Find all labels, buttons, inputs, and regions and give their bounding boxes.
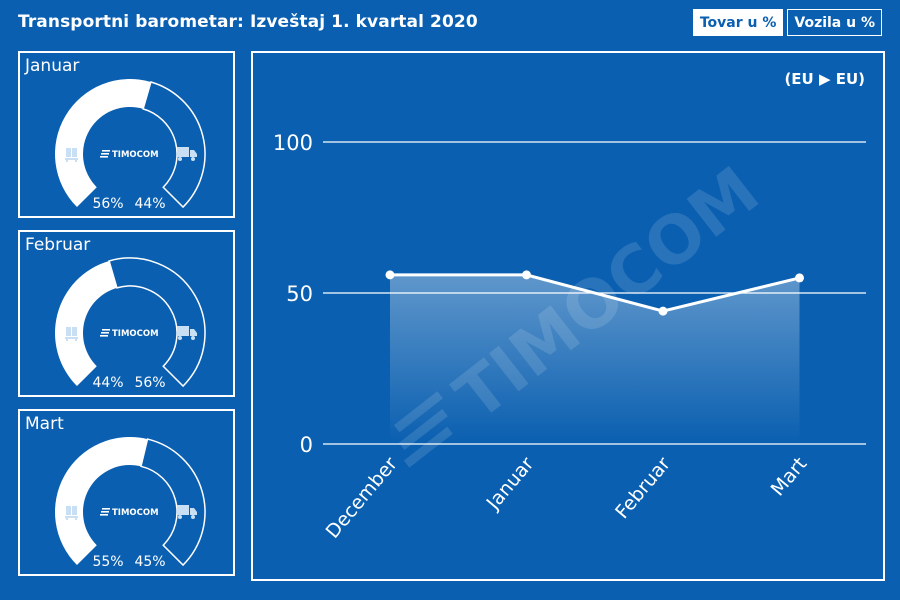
gauge-vehicle-percent: 56% (134, 375, 165, 391)
gauge-month-label: Mart (25, 414, 64, 434)
truck-icon (177, 505, 197, 519)
data-point (522, 270, 531, 280)
gauge-vehicle-segment (142, 81, 206, 209)
timocom-logo: TIMOCOM (100, 150, 159, 160)
gauge-chart: TIMOCOM 55% 45% (55, 437, 206, 570)
gauge-freight-percent: 55% (92, 554, 123, 570)
data-point (385, 270, 395, 280)
truck-icon (177, 147, 197, 161)
gauge-month-label: Februar (25, 235, 91, 255)
pallet-icon (65, 327, 78, 341)
page-title: Transportni barometar: Izveštaj 1. kvart… (18, 12, 478, 32)
brand-text: TIMOCOM (112, 508, 159, 518)
area-fill (390, 274, 800, 444)
brand-text: TIMOCOM (112, 150, 159, 160)
gauge-chart: TIMOCOM 56% 44% (55, 79, 206, 212)
view-toggle: Tovar u % Vozila u % (692, 9, 882, 36)
x-tick-label: Januar (482, 453, 539, 515)
brand-text: TIMOCOM (112, 329, 159, 339)
gauge-vehicle-segment (140, 438, 206, 567)
gauge-panel-januar: Januar TIMOCOM 56% 44% (18, 51, 235, 218)
pallet-icon (65, 148, 78, 162)
series-line (390, 273, 800, 313)
data-point (658, 306, 668, 316)
x-tick-label: Februar (611, 453, 675, 523)
gauge-freight-percent: 44% (92, 375, 123, 391)
y-tick-label: 50 (286, 282, 313, 306)
data-point (795, 273, 804, 283)
gauge-freight-segment (55, 260, 117, 387)
gauge-vehicle-percent: 44% (134, 196, 165, 212)
gauge-vehicle-segment (108, 257, 206, 388)
truck-icon (177, 326, 197, 340)
x-tick-label: Mart (767, 453, 812, 500)
chart-panel: TIMOCOM 0 50 100 December Januar Februar Mart (… (251, 51, 885, 581)
gauge-freight-segment (55, 437, 148, 566)
gauge-vehicle-percent: 45% (134, 554, 165, 570)
gauge-freight-percent: 56% (92, 196, 123, 212)
gauge-freight-segment (55, 79, 151, 208)
pallet-icon (65, 506, 78, 520)
y-tick-label: 100 (273, 131, 313, 155)
gauge-panel-mart: Mart TIMOCOM 55% 45% (18, 409, 235, 576)
timocom-logo: TIMOCOM (100, 508, 159, 518)
route-label: (EU ▶ EU) (784, 70, 865, 88)
gauge-chart: TIMOCOM 44% 56% (55, 257, 206, 391)
gauge-panel-februar: Februar TIMOCOM 44% 56% (18, 230, 235, 397)
tab-freight[interactable]: Tovar u % (692, 9, 784, 36)
x-tick-label: December (322, 453, 402, 543)
timocom-logo: TIMOCOM (100, 329, 159, 339)
tab-vehicles[interactable]: Vozila u % (787, 9, 882, 36)
y-tick-label: 0 (300, 433, 313, 457)
gauge-month-label: Januar (25, 56, 80, 76)
